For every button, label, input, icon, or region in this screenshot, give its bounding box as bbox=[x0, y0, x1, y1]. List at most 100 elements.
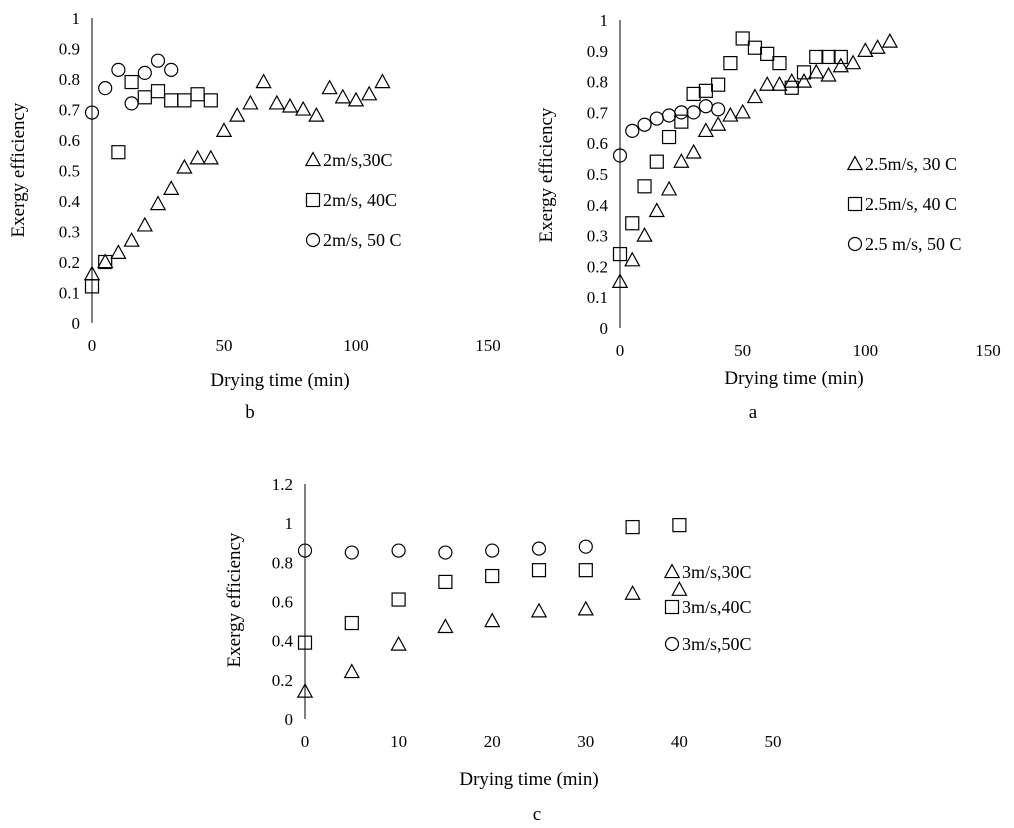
y-tick-label: 0.8 bbox=[587, 73, 608, 92]
y-tick-label: 1 bbox=[72, 9, 81, 28]
x-axis-title: Drying time (min) bbox=[210, 370, 349, 391]
data-point-square bbox=[84, 279, 100, 294]
series-square bbox=[297, 518, 687, 650]
x-tick-label: 0 bbox=[88, 336, 97, 355]
data-point-square bbox=[821, 49, 836, 65]
data-point-triangle bbox=[390, 635, 407, 651]
legend-marker-square bbox=[664, 599, 680, 615]
data-point-triangle bbox=[484, 612, 501, 628]
data-point-triangle bbox=[176, 158, 193, 174]
legend-entry: 2m/s, 50 C bbox=[323, 230, 402, 250]
y-tick-label: 0.2 bbox=[272, 671, 293, 690]
y-tick-label: 0.1 bbox=[587, 288, 608, 307]
panel-label: b bbox=[245, 402, 255, 423]
data-point-triangle bbox=[624, 585, 641, 600]
y-tick-label: 0.6 bbox=[272, 593, 293, 612]
data-point-square bbox=[203, 93, 218, 108]
y-axis-title: Exergy efficiency bbox=[536, 107, 557, 242]
panel-label: a bbox=[749, 402, 758, 423]
legend-entry: 2m/s, 40C bbox=[323, 190, 397, 210]
y-tick-label: 0.7 bbox=[587, 103, 609, 122]
data-point-triangle bbox=[343, 663, 360, 679]
data-point-triangle bbox=[149, 195, 167, 211]
data-point-triangle bbox=[321, 79, 338, 95]
data-point-square bbox=[98, 254, 113, 270]
data-point-square bbox=[686, 86, 701, 102]
y-tick-label: 0.5 bbox=[587, 165, 608, 184]
data-point-triangle bbox=[189, 149, 206, 165]
data-point-square bbox=[833, 49, 848, 65]
y-tick-label: 0.9 bbox=[59, 40, 80, 59]
y-tick-label: 1.2 bbox=[272, 475, 293, 494]
series-triangle bbox=[296, 581, 688, 698]
data-point-square bbox=[698, 83, 713, 98]
data-point-triangle bbox=[857, 42, 874, 57]
legend-marker-circle bbox=[847, 236, 863, 252]
data-point-square bbox=[735, 31, 750, 46]
data-point-triangle bbox=[660, 180, 678, 196]
y-tick-label: 0.2 bbox=[59, 253, 80, 272]
y-tick-label: 0.4 bbox=[272, 632, 294, 651]
series-circle bbox=[297, 539, 593, 560]
data-point-circle bbox=[485, 543, 500, 558]
data-point-square bbox=[531, 563, 547, 578]
data-point-circle bbox=[391, 543, 406, 558]
data-point-square bbox=[784, 80, 799, 95]
data-point-square bbox=[177, 93, 192, 108]
data-point-circle bbox=[137, 65, 152, 81]
data-point-square bbox=[760, 46, 775, 61]
data-point-triangle bbox=[374, 73, 391, 89]
data-point-square bbox=[796, 65, 812, 80]
data-point-square bbox=[344, 615, 359, 631]
data-point-triangle bbox=[110, 244, 127, 260]
data-point-triangle bbox=[295, 100, 312, 116]
y-tick-label: 0.3 bbox=[587, 227, 608, 246]
y-tick-label: 0.1 bbox=[59, 284, 80, 303]
data-point-square bbox=[150, 84, 166, 99]
data-point-triangle bbox=[759, 76, 776, 91]
legend-entry: 3m/s,30C bbox=[682, 562, 752, 582]
x-axis-title: Drying time (min) bbox=[459, 769, 598, 790]
y-tick-label: 0.4 bbox=[59, 192, 81, 211]
data-point-square bbox=[612, 246, 628, 262]
legend-marker-triangle bbox=[846, 155, 864, 171]
data-point-circle bbox=[150, 53, 166, 68]
data-point-circle bbox=[124, 96, 139, 111]
data-point-triangle bbox=[746, 88, 764, 104]
data-point-triangle bbox=[123, 231, 140, 247]
data-point-triangle bbox=[722, 106, 739, 122]
data-point-square bbox=[485, 568, 500, 584]
data-point-triangle bbox=[671, 581, 688, 596]
x-tick-label: 0 bbox=[616, 341, 625, 360]
data-point-triangle bbox=[795, 72, 813, 88]
data-point-triangle bbox=[334, 88, 351, 104]
data-point-triangle bbox=[296, 682, 314, 698]
data-point-circle bbox=[578, 539, 593, 554]
data-point-triangle bbox=[685, 143, 702, 159]
data-point-triangle bbox=[163, 180, 180, 195]
data-point-square bbox=[164, 93, 179, 108]
data-point-square bbox=[111, 145, 126, 160]
data-point-circle bbox=[344, 545, 359, 560]
y-tick-label: 0.3 bbox=[59, 223, 80, 242]
data-point-triangle bbox=[611, 273, 629, 288]
data-point-circle bbox=[661, 108, 677, 123]
data-point-triangle bbox=[255, 73, 272, 89]
data-point-circle bbox=[531, 541, 547, 556]
data-point-triangle bbox=[624, 251, 641, 267]
legend-entry: 3m/s,40C bbox=[682, 597, 752, 617]
data-point-square bbox=[391, 592, 406, 607]
data-point-triangle bbox=[530, 602, 548, 618]
data-point-triangle bbox=[229, 106, 246, 122]
x-axis-title: Drying time (min) bbox=[724, 368, 863, 389]
x-tick-label: 150 bbox=[975, 341, 1001, 360]
x-tick-label: 50 bbox=[216, 336, 233, 355]
legend-entry: 2.5m/s, 30 C bbox=[865, 154, 957, 174]
x-tick-label: 150 bbox=[475, 336, 501, 355]
x-tick-label: 100 bbox=[343, 336, 369, 355]
data-point-triangle bbox=[844, 54, 862, 70]
y-axis-title: Exergy efficiency bbox=[224, 532, 245, 667]
data-point-triangle bbox=[281, 97, 299, 113]
data-point-triangle bbox=[636, 226, 653, 242]
legend-entry: 2m/s,30C bbox=[323, 150, 393, 170]
